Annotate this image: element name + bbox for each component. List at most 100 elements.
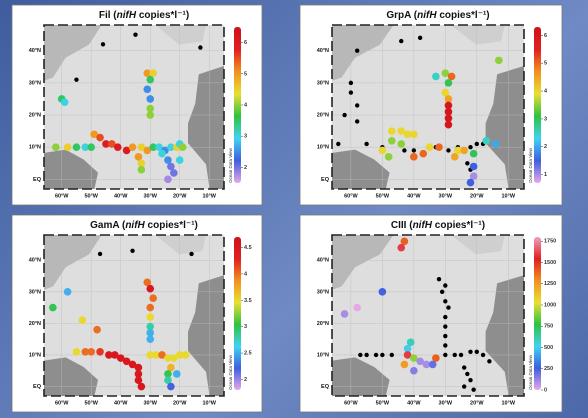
station xyxy=(460,147,468,155)
colorbar-tick-label: 0 xyxy=(544,387,547,393)
title-part: nifH xyxy=(417,10,437,21)
station xyxy=(446,148,450,152)
station xyxy=(130,249,134,253)
station xyxy=(443,343,447,347)
x-tick-label: 60°W xyxy=(344,193,358,199)
station xyxy=(64,143,72,151)
colorbar-tick-label: 2 xyxy=(244,165,247,171)
colorbar-tick-label: 2.5 xyxy=(244,351,252,357)
station xyxy=(198,45,202,49)
colorbar-tick-label: 2 xyxy=(544,144,547,150)
x-tick-label: 10°W xyxy=(502,193,516,199)
station xyxy=(453,353,457,357)
station xyxy=(468,378,472,382)
colorbar-tick-label: 1250 xyxy=(544,281,556,287)
station xyxy=(341,310,349,318)
station xyxy=(379,147,387,155)
y-tick-label: 40°N xyxy=(317,48,329,54)
station xyxy=(443,334,447,338)
station xyxy=(435,143,443,151)
title-part: CIII ( xyxy=(391,220,413,231)
x-tick-label: 30°W xyxy=(439,193,453,199)
colorbar xyxy=(534,27,541,183)
y-tick-label: EQ xyxy=(321,384,330,390)
station xyxy=(481,353,485,357)
station xyxy=(379,288,387,296)
y-tick-label: 20°N xyxy=(317,321,329,327)
map-panel: CIII (nifH copies*l⁻¹)60°W50°W40°W30°W20… xyxy=(300,215,562,412)
station xyxy=(73,348,81,356)
station xyxy=(358,353,362,357)
colorbar-tick-label: 1 xyxy=(544,172,547,178)
station xyxy=(432,73,440,81)
station xyxy=(412,148,416,152)
station xyxy=(342,113,346,117)
station xyxy=(52,143,60,151)
colorbar xyxy=(234,27,241,183)
panel-title: Fil (nifH copies*l⁻¹) xyxy=(99,10,189,21)
station xyxy=(73,143,81,151)
title-part: nifH xyxy=(413,220,433,231)
station xyxy=(388,137,396,145)
colorbar-tick-label: 4.5 xyxy=(244,245,252,251)
station xyxy=(443,315,447,319)
station xyxy=(443,299,447,303)
station xyxy=(353,304,361,312)
colorbar-tick-label: 250 xyxy=(544,366,553,372)
station xyxy=(143,86,151,94)
colorbar-tick-label: 1500 xyxy=(544,260,556,266)
station xyxy=(459,353,463,357)
station xyxy=(492,140,500,148)
x-tick-label: 50°W xyxy=(376,193,390,199)
station xyxy=(451,153,459,161)
station xyxy=(482,137,490,145)
x-tick-label: 20°W xyxy=(173,400,187,406)
station xyxy=(189,252,193,256)
station xyxy=(114,143,122,151)
station xyxy=(442,89,450,97)
station xyxy=(475,142,479,146)
station xyxy=(397,140,405,148)
station xyxy=(96,134,104,142)
panel-title: GamA (nifH copies*l⁻¹) xyxy=(90,220,198,231)
station xyxy=(468,145,472,149)
x-tick-label: 40°W xyxy=(407,193,421,199)
title-part: nifH xyxy=(117,10,137,21)
station xyxy=(138,166,146,174)
station xyxy=(74,77,78,81)
title-part: copies*l⁻¹) xyxy=(136,10,189,21)
station xyxy=(475,350,479,354)
title-part: Fil ( xyxy=(99,10,117,21)
y-tick-label: 30°N xyxy=(317,80,329,86)
colorbar xyxy=(234,237,241,390)
x-tick-label: 20°W xyxy=(470,400,484,406)
station xyxy=(388,127,396,135)
station xyxy=(146,111,154,119)
figure: Fil (nifH copies*l⁻¹)60°W50°W40°W30°W20°… xyxy=(0,0,588,418)
x-tick-label: 20°W xyxy=(173,193,187,199)
station xyxy=(380,353,384,357)
colorbar-label: Ocean Data View xyxy=(228,147,233,183)
x-tick-label: 10°W xyxy=(202,193,216,199)
station xyxy=(432,354,440,362)
station xyxy=(437,277,441,281)
station xyxy=(355,119,359,123)
station xyxy=(470,163,478,171)
station xyxy=(419,150,427,158)
station xyxy=(87,143,95,151)
y-tick-label: EQ xyxy=(321,177,330,183)
station xyxy=(443,283,447,287)
colorbar-tick-label: 3 xyxy=(544,116,547,122)
y-tick-label: 20°N xyxy=(317,112,329,118)
station xyxy=(61,98,69,106)
station xyxy=(495,57,503,65)
colorbar-tick-label: 2 xyxy=(244,377,247,383)
station xyxy=(146,313,154,321)
colorbar-tick-label: 1000 xyxy=(544,302,556,308)
station xyxy=(64,288,72,296)
y-tick-label: 30°N xyxy=(29,289,41,295)
station xyxy=(364,353,368,357)
station xyxy=(336,142,340,146)
station xyxy=(355,49,359,53)
y-tick-label: 30°N xyxy=(317,289,329,295)
